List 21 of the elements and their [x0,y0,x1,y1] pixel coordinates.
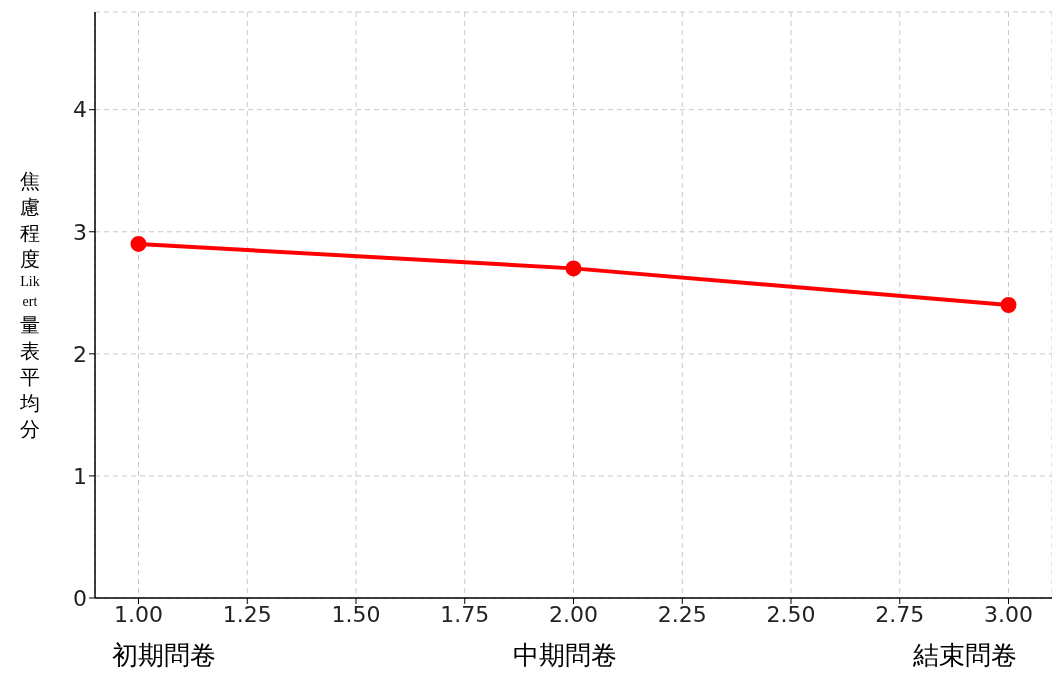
x-tick-label: 3.00 [984,601,1033,627]
x-tick-label: 2.00 [549,601,598,627]
point [130,235,147,252]
point [1000,297,1017,313]
y-tick-label: 2 [73,341,87,367]
y-tick-label: 4 [73,97,87,123]
x-tick-label: 2.25 [657,601,707,627]
x-tick-label: 1.25 [222,601,272,627]
y-tick-label: 3 [73,219,87,245]
text: 中期問卷 [512,639,617,672]
text: 初期問卷 [112,639,216,672]
text: 結束問卷 [913,639,1017,672]
y-tick-label: 0 [73,585,87,611]
x-tick-label: 2.50 [766,601,816,627]
x-tick-label: 1.00 [114,601,163,627]
point [565,260,582,277]
text: 焦慮程度Likert量表平均分 [20,169,40,441]
x-tick-label: 2.75 [875,601,925,627]
x-tick-label: 1.75 [440,601,490,627]
x-tick-label: 1.50 [331,601,381,627]
y-tick-label: 1 [73,463,87,489]
